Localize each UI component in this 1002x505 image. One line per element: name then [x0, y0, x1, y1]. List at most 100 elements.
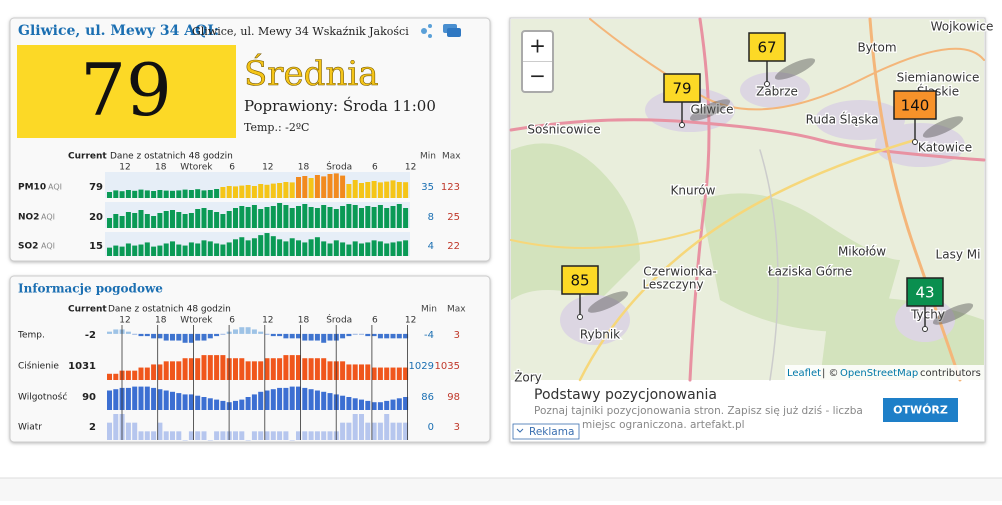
- place-label: Mikołów: [838, 245, 886, 259]
- spark-bar: [195, 431, 201, 440]
- spark-bar: [170, 333, 175, 341]
- spark-bar: [296, 177, 301, 198]
- spark-bar: [207, 398, 213, 410]
- time-label: 6: [229, 163, 235, 173]
- spark-bar: [359, 364, 364, 380]
- marker-value: 85: [570, 272, 589, 290]
- place-label: Tychy: [910, 308, 945, 322]
- ad-label-box[interactable]: [512, 423, 580, 440]
- spark-bar: [207, 241, 213, 256]
- spark-bar: [302, 431, 308, 440]
- ad-button[interactable]: [883, 398, 958, 422]
- place-label: Czerwionka-: [643, 265, 717, 279]
- min-value: 1029: [409, 361, 434, 372]
- current-header: Current: [68, 152, 107, 162]
- current-value: 15: [89, 241, 103, 252]
- spark-bar: [403, 333, 409, 339]
- spark-bar: [377, 333, 383, 339]
- embed-icon[interactable]: [443, 24, 461, 37]
- spark-bar: [277, 431, 283, 440]
- spark-bar: [321, 333, 327, 343]
- time-label: 18: [298, 316, 310, 326]
- place-label: Wojkowice: [931, 20, 994, 34]
- spark-bar: [333, 240, 339, 256]
- attribution[interactable]: OpenStreetMap: [840, 368, 918, 379]
- spark-bar: [138, 333, 144, 337]
- time-label: Wtorek: [180, 163, 213, 173]
- max-header: Max: [447, 305, 466, 315]
- map-roads: [509, 17, 986, 382]
- spark-bar: [207, 210, 213, 228]
- spark-bar: [239, 358, 245, 380]
- spark-bar: [384, 367, 390, 380]
- spark-bar: [188, 431, 194, 440]
- zoom-out[interactable]: −: [529, 64, 546, 88]
- spark-bar: [125, 331, 131, 334]
- spark-bar: [396, 204, 402, 228]
- attribution[interactable]: Leaflet: [787, 368, 821, 379]
- time-label: 6: [229, 316, 235, 326]
- spark-bar: [182, 333, 188, 343]
- spark-bar: [314, 431, 320, 440]
- spark-bar: [396, 182, 402, 198]
- marker-shadow: [587, 291, 629, 313]
- spark-bar: [302, 358, 308, 380]
- spark-bar: [258, 331, 264, 334]
- aqi-value: 79: [80, 48, 172, 132]
- spark-bar: [113, 245, 119, 256]
- footer-strip: [0, 478, 1002, 501]
- map-marker[interactable]: [663, 73, 701, 103]
- spark-bar: [151, 246, 157, 256]
- weather-name: Ciśnienie: [18, 361, 59, 372]
- spark-bar: [207, 440, 213, 441]
- spark-bar: [321, 205, 327, 228]
- map-marker[interactable]: [906, 277, 944, 307]
- ad-title: Podstawy pozycjonowania: [534, 387, 717, 403]
- spark-bar: [163, 211, 169, 228]
- spark-bar: [107, 247, 112, 256]
- ad-description: Poznaj tajniki pozycjonowania stron. Zap…: [534, 405, 863, 417]
- spark-bar: [132, 190, 138, 198]
- pollutant-unit: AQI: [48, 183, 62, 192]
- spark-bar: [182, 440, 188, 441]
- spark-bar: [277, 387, 283, 410]
- spark-bar: [214, 243, 220, 256]
- spark-bar: [327, 393, 333, 410]
- spark-bar: [314, 390, 320, 410]
- spark-bar: [403, 367, 409, 380]
- map-marker[interactable]: [561, 265, 599, 295]
- ad-label[interactable]: Reklama: [529, 426, 574, 438]
- spark-bar: [302, 176, 308, 198]
- marker-dot: [764, 81, 770, 87]
- spark-bar: [245, 327, 251, 334]
- spark-bar: [233, 358, 238, 380]
- zoom-in[interactable]: +: [529, 34, 546, 58]
- map-marker[interactable]: [893, 90, 937, 120]
- spark-bar: [264, 207, 270, 228]
- spark-bar: [352, 398, 358, 410]
- spark-bar: [340, 333, 346, 339]
- map-marker[interactable]: [748, 32, 786, 62]
- spark-bar: [125, 212, 131, 228]
- spark-bar: [144, 190, 150, 198]
- share-icon[interactable]: [421, 24, 432, 38]
- spark-bar: [289, 238, 295, 256]
- spark-bar: [384, 243, 390, 256]
- spark-bar: [314, 237, 320, 256]
- updated-time: Poprawiony: Środa 11:00: [244, 97, 436, 115]
- spark-bar: [251, 431, 257, 440]
- marker-value: 67: [757, 39, 776, 57]
- spark-bar: [289, 386, 295, 410]
- spark-bar: [333, 209, 339, 228]
- weather-name: Wiatr: [18, 423, 42, 433]
- spark-bar: [157, 245, 163, 256]
- spark-bar: [176, 244, 182, 256]
- spark-bar: [251, 238, 257, 256]
- spark-bar: [264, 431, 270, 440]
- spark-bar: [377, 205, 383, 228]
- spark-bar: [157, 422, 163, 440]
- max-value: 1035: [435, 361, 460, 372]
- spark-bar: [157, 213, 163, 228]
- ad-button-label[interactable]: OTWÓRZ: [893, 404, 948, 417]
- max-value: 22: [447, 241, 460, 252]
